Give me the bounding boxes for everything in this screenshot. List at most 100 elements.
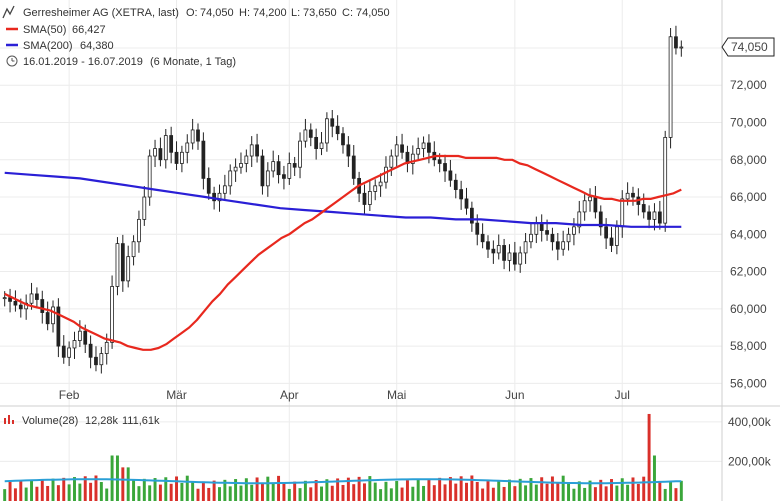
volume-bar [287,488,291,501]
volume-bar [158,484,162,501]
candle-body [486,241,490,250]
volume-bar [132,479,136,501]
candle-body [61,345,66,358]
volume-bar [577,481,581,501]
candle-body [604,226,609,239]
high-value: 74,200 [253,7,287,19]
volume-bar [379,489,383,501]
volume-bar [24,487,28,501]
chart-type-icon [2,5,15,19]
volume-bar [260,483,264,501]
close-value: 74,050 [356,7,390,19]
candle-body [550,233,555,243]
candle-body [222,185,227,194]
candle-body [572,226,576,235]
volume-bar [454,483,458,501]
candle-body [679,46,684,49]
volume-bar [513,486,517,501]
volume-bar [78,483,82,501]
volume-bar [13,488,17,501]
candle-body [104,341,109,354]
candle-body [341,133,345,146]
volume-bar [191,482,195,501]
volume-bar [491,487,495,501]
volume-bar [298,488,302,501]
open-value: 74,050 [200,7,234,19]
volume-bar [647,413,651,501]
volume-bar [228,486,232,501]
volume-bar [620,478,624,501]
volume-bar [207,487,211,501]
candle-body [614,226,619,246]
candle-body [126,256,131,282]
last-price-badge: 74,050 [721,37,775,57]
volume-bar [416,479,420,501]
candle-body [67,347,72,358]
volume-bar [325,479,329,501]
volume-bar [3,489,7,501]
candle-body [373,185,378,192]
candle-body [239,163,243,168]
candle-body [663,136,668,224]
candle-body [244,155,249,164]
candle-body [174,151,179,164]
candle-body [555,241,560,250]
volume-bar [486,481,490,501]
volume-bar [599,479,603,501]
volume-bar [46,485,50,501]
volume-bar [550,476,554,501]
sma50-legend-value: 66,427 [72,24,106,36]
volume-bar [556,482,560,501]
candle-body [641,204,646,213]
candle-body [351,155,356,179]
volume-bar [540,477,544,501]
volume-bar [615,485,619,501]
candle-body [437,159,442,164]
volume-bar [83,476,87,501]
volume-bar [438,477,442,501]
volume-bar [180,482,184,501]
volume-bar [341,484,345,501]
volume-bar [148,485,152,501]
candle-body [491,248,496,254]
volume-bar [497,480,501,501]
sma200-legend-value: 64,380 [80,40,114,52]
volume-bar [529,478,533,501]
candle-body [593,196,598,213]
x-axis-ticks: Feb Mär Apr Mai Jun Jul [59,388,630,402]
volume-bar [610,479,613,501]
volume-bar [604,486,608,501]
volume-bar [502,486,506,501]
candle-body [298,140,302,168]
date-range-extra: (6 Monate, 1 Tag) [150,56,236,68]
candle-body [147,155,152,198]
candle-body [115,243,120,287]
candle-body [475,222,480,235]
volume-bar [475,482,479,501]
volume-bar [395,481,399,501]
candle-body [400,144,404,153]
volume-bar [164,477,168,501]
candle-body [582,200,587,213]
volume-bar [142,478,146,501]
candle-body [190,129,195,144]
volume-bar [357,476,361,501]
volume-bar [255,477,259,501]
candle-body [255,144,259,157]
x-tick-label: Mai [387,388,406,402]
volume-bar [363,483,366,501]
candle-body [325,118,329,144]
volume-bar [110,455,114,501]
volume-y-tick-label: 200,00k [728,454,772,468]
candle-body [18,304,23,310]
volume-bar [567,482,571,501]
volume-bars [3,413,683,501]
volume-bar [674,488,678,501]
volume-bar [679,480,683,501]
volume-bar [277,475,281,501]
candle-body [453,179,458,190]
candle-body [620,198,625,228]
candle-body [137,218,141,243]
volume-bar [40,479,44,501]
